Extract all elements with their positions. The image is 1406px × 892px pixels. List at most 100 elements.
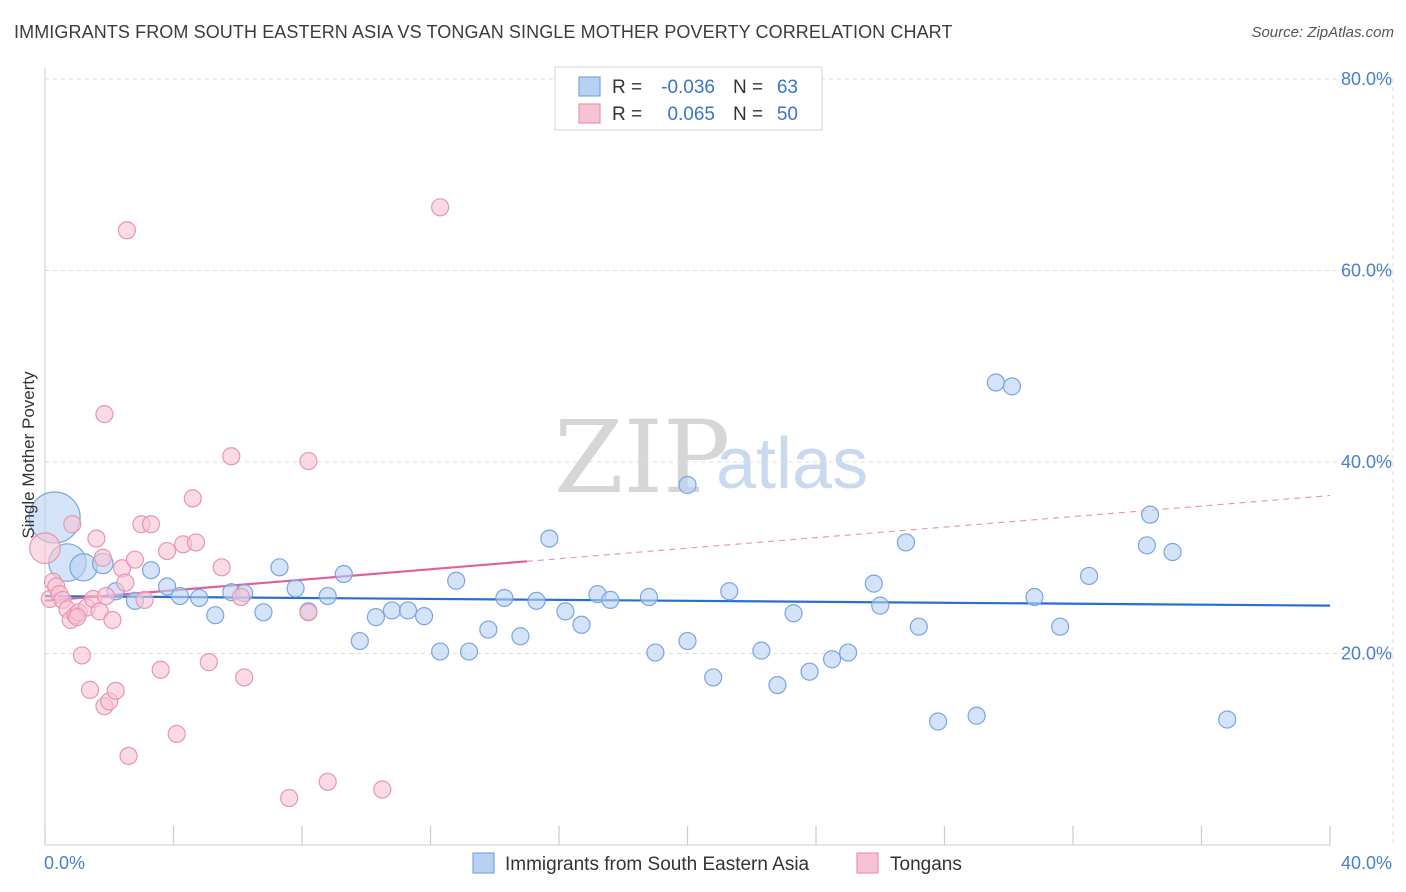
point-blue-20 [366,608,385,627]
y-tick-label-20: 20.0% [1341,644,1392,664]
series-blue-points [28,373,1237,731]
point-pink-46 [318,772,337,791]
point-blue-19 [350,631,369,651]
point-blue-22 [398,601,418,620]
point-blue-10 [206,606,225,625]
point-pink-32 [151,660,170,679]
watermark-atlas: atlas [716,424,868,504]
point-blue-24 [431,642,450,661]
point-pink-34 [167,724,186,744]
point-pink-26 [119,746,138,766]
point-pink-15 [87,529,106,548]
axes: 20.0% 40.0% 60.0% 80.0% [44,68,1392,846]
point-pink-20 [95,405,114,424]
x-tick-label-min: 0.0% [44,853,85,873]
point-blue-33 [572,615,591,634]
point-blue-49 [871,596,890,615]
point-pink-19 [96,586,116,606]
point-blue-14 [270,558,289,577]
point-blue-31 [540,529,559,548]
point-blue-27 [479,620,498,639]
point-blue-47 [839,643,858,662]
point-pink-42 [235,668,254,687]
point-pink-47 [373,780,392,799]
point-blue-54 [986,373,1006,392]
point-blue-28 [495,588,514,608]
trend-line-blue [44,594,1331,607]
point-blue-39 [678,631,697,651]
x-tick-label-max: 40.0% [1341,853,1392,873]
point-blue-52 [928,712,948,731]
legend-swatch-blue [472,852,495,874]
trend-lines [44,494,1331,607]
y-axis-label: Single Mother Poverty [19,371,38,539]
point-pink-30 [135,590,154,609]
point-blue-46 [822,650,842,669]
point-blue-21 [382,601,402,620]
point-pink-16 [90,602,109,621]
point-blue-17 [318,586,337,606]
point-blue-6 [141,561,161,580]
point-blue-51 [909,617,928,636]
point-blue-35 [601,590,620,609]
point-blue-23 [414,607,434,626]
point-blue-8 [170,586,190,606]
point-blue-9 [190,588,209,608]
point-blue-40 [704,668,723,687]
point-blue-57 [1051,617,1070,636]
point-pink-27 [117,221,137,240]
point-pink-31 [141,515,161,534]
point-blue-25 [447,571,466,590]
point-pink-40 [222,447,241,466]
point-blue-36 [639,587,659,607]
trend-line-pink-solid [44,560,527,602]
legend: Immigrants from South Eastern Asia Tonga… [472,852,962,875]
source-label: Source: ZipAtlas.com [1251,24,1394,41]
point-pink-13 [80,680,100,699]
stats-r-label-pink: R = [612,104,642,125]
stats-swatch-pink [578,103,601,124]
point-blue-41 [720,582,739,601]
stats-r-value-pink: 0.065 [667,104,715,125]
legend-label-pink: Tongans [890,854,962,875]
trend-line-pink-dashed [526,494,1331,562]
point-pink-25 [116,573,135,592]
grid [45,78,1394,845]
stats-n-value-pink: 50 [777,104,798,125]
data-points [28,198,1237,808]
point-blue-18 [334,564,353,584]
stats-swatch-blue [578,76,601,97]
point-pink-39 [212,558,231,577]
point-pink-38 [199,653,218,672]
point-pink-0 [29,532,61,565]
legend-swatch-pink [856,852,879,874]
point-blue-29 [511,627,530,646]
point-blue-61 [1163,542,1182,562]
stats-n-label-pink: N = [733,104,763,125]
point-blue-7 [157,577,177,596]
point-pink-49 [68,608,87,627]
point-pink-23 [106,681,125,700]
point-pink-36 [183,489,202,508]
stats-n-label-blue: N = [733,77,763,98]
point-blue-13 [254,603,273,622]
point-pink-28 [125,550,145,569]
point-pink-48 [431,198,450,217]
point-blue-32 [556,602,575,621]
point-blue-43 [768,675,787,695]
watermark-zip: ZIP [554,399,730,516]
stats-box: R = -0.036 N = 63 R = 0.065 N = 50 [554,66,823,131]
series-pink-points [29,198,450,808]
point-blue-37 [646,643,665,662]
point-pink-11 [72,646,92,665]
point-pink-44 [299,603,318,622]
point-blue-26 [459,642,479,661]
point-pink-8 [63,515,82,534]
point-pink-22 [103,610,122,630]
point-blue-15 [286,579,305,598]
point-blue-60 [1140,505,1160,524]
point-blue-56 [1025,587,1044,607]
y-tick-label-80: 80.0% [1341,69,1392,89]
stats-r-label-blue: R = [612,77,642,98]
